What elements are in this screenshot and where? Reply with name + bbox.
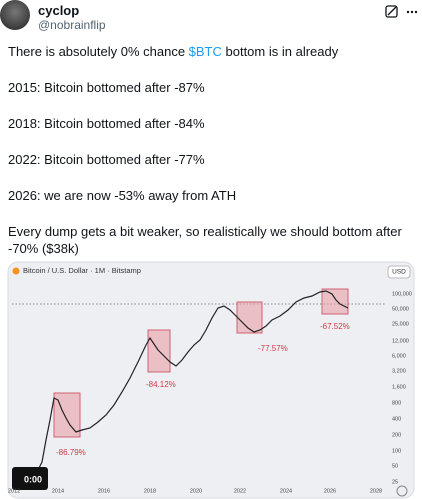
y-axis-label: 25 bbox=[392, 479, 398, 485]
x-axis-label: 2012 bbox=[8, 488, 20, 494]
y-axis-label: 1,600 bbox=[392, 384, 406, 390]
tweet-line: There is absolutely 0% chance $BTC botto… bbox=[8, 44, 338, 59]
author-name[interactable]: cyclop bbox=[38, 3, 80, 18]
x-axis-label: 2016 bbox=[98, 488, 110, 494]
y-axis-label: 400 bbox=[392, 416, 401, 422]
x-axis-label: 2024 bbox=[280, 488, 292, 494]
more-dot[interactable] bbox=[414, 10, 418, 14]
author-handle[interactable]: @nobrainflip bbox=[38, 18, 106, 32]
y-axis-label: 6,000 bbox=[392, 353, 406, 359]
price-line bbox=[37, 290, 349, 471]
x-axis-label: 2028 bbox=[370, 488, 382, 494]
chart-title: Bitcoin / U.S. Dollar · 1M · Bitstamp bbox=[23, 266, 141, 275]
settings-icon[interactable] bbox=[396, 485, 408, 497]
drawdown-label: -67.52% bbox=[320, 322, 350, 331]
x-axis-label: 2022 bbox=[234, 488, 246, 494]
text: There is absolutely 0% chance bbox=[8, 44, 189, 59]
currency-box[interactable] bbox=[387, 265, 411, 279]
drawdown-box bbox=[236, 301, 263, 334]
more-dot[interactable] bbox=[410, 10, 414, 14]
text: bottom is in already bbox=[221, 44, 339, 59]
tweet-line: 2026: we are now -53% away from ATH bbox=[8, 188, 237, 203]
y-axis-label: 200 bbox=[392, 432, 401, 438]
currency: USD bbox=[392, 269, 406, 276]
drawdown-label: -84.12% bbox=[146, 380, 176, 389]
y-axis-label: 12,000 bbox=[392, 338, 409, 344]
video-overlay[interactable] bbox=[12, 467, 48, 490]
x-axis-label: 2020 bbox=[190, 488, 202, 494]
btc-icon bbox=[12, 267, 20, 275]
y-axis-label: 25,000 bbox=[392, 321, 409, 327]
y-axis-label: 100 bbox=[392, 448, 401, 454]
tweet-line: -70% ($38k) bbox=[8, 241, 79, 256]
more-dot[interactable] bbox=[406, 10, 410, 14]
x-axis-label: 2018 bbox=[144, 488, 156, 494]
media-frame[interactable] bbox=[7, 261, 415, 499]
x-axis-label: 2014 bbox=[52, 488, 64, 494]
tweet-line: 2018: Bitcoin bottomed after -84% bbox=[8, 116, 205, 131]
avatar[interactable] bbox=[0, 0, 30, 30]
grok-icon-line bbox=[387, 6, 397, 16]
y-axis-label: 3,200 bbox=[392, 368, 406, 374]
x-axis-label: 2026 bbox=[324, 488, 336, 494]
tweet-line: Every dump gets a bit weaker, so realist… bbox=[8, 224, 402, 239]
grok-icon[interactable] bbox=[385, 5, 398, 18]
tweet-line: 2015: Bitcoin bottomed after -87% bbox=[8, 80, 205, 95]
drawdown-label: -86.79% bbox=[56, 448, 86, 457]
cashtag[interactable]: $BTC bbox=[188, 44, 222, 59]
tweet-line: 2022: Bitcoin bottomed after -77% bbox=[8, 152, 205, 167]
y-axis-label: 100,000 bbox=[392, 291, 412, 297]
video-time: 0:00 bbox=[24, 474, 42, 484]
y-axis-label: 800 bbox=[392, 400, 401, 406]
header-icons bbox=[385, 5, 418, 18]
drawdown-label: -77.57% bbox=[258, 344, 288, 353]
y-axis-label: 50 bbox=[392, 463, 398, 469]
y-axis-label: 50,000 bbox=[392, 306, 409, 312]
drawdown-box bbox=[321, 288, 349, 315]
